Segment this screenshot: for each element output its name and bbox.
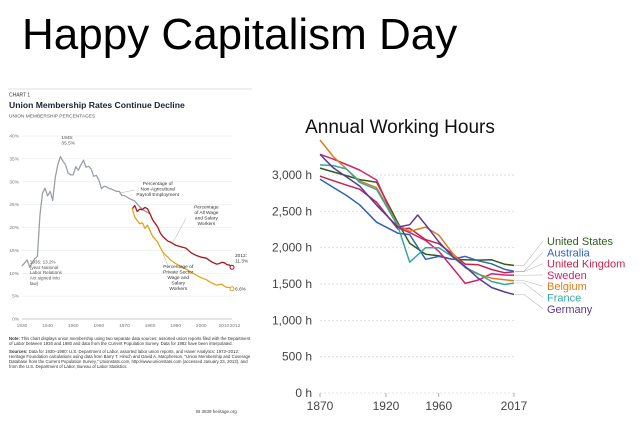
legend-connector — [515, 252, 544, 272]
series-lines — [21, 155, 235, 292]
y-tick-label: 2,500 h — [272, 204, 312, 218]
y-tick-label: 10% — [9, 271, 19, 277]
note-paragraph: Note: This chart displays union membersh… — [9, 336, 251, 347]
y-tick-label: 20% — [9, 225, 19, 231]
working-hours-chart: Annual Working Hours 0 h 500 h 1,000 h 1,50… — [272, 117, 625, 413]
legend-label: United States — [547, 236, 614, 248]
series-line-united-states — [319, 167, 515, 267]
y-tick-labels: 0% 5% 10% 15% 20% 25% 30% 35% 40% — [9, 134, 19, 323]
x-tick-label: 1990 — [170, 323, 181, 329]
endpoint-marker — [229, 286, 235, 292]
x-tick-label: 1960 — [93, 323, 104, 329]
series-label-all: Percentage of All Wage and Salary Workers — [194, 204, 219, 227]
legend-connector — [515, 263, 544, 272]
x-tick-label: 1930 — [17, 323, 28, 329]
x-tick-labels: 1870 1920 1960 2017 — [307, 393, 528, 413]
legend-label: France — [547, 293, 581, 305]
x-tick-label: 2010 — [219, 323, 230, 329]
legend-connector — [515, 240, 544, 266]
x-tick-label: 1970 — [119, 323, 130, 329]
chart-title: Union Membership Rates Continue Decline — [9, 100, 185, 110]
sources-paragraph: Sources: Data for 1930–1980: U.S. Depart… — [9, 349, 251, 370]
y-tick-label: 1,500 h — [272, 277, 312, 291]
annotations: 1945: 35.5% 1935: 13.2% (year National Labor… — [30, 135, 249, 292]
series-line-3 — [131, 208, 233, 290]
y-tick-label: 500 h — [282, 350, 312, 364]
x-tick-label: 2000 — [196, 323, 207, 329]
legend-connector — [515, 282, 544, 298]
leader-line — [119, 189, 135, 194]
series-line-sweden — [319, 153, 515, 285]
leader-line — [172, 218, 187, 243]
peak-annotation: 1945: 35.5% — [61, 135, 75, 147]
series-label-nonag: Percentage of Non-Agricultural Payroll Emp… — [136, 181, 179, 198]
y-tick-label: 1,000 h — [272, 313, 312, 327]
legend-label: Belgium — [547, 281, 587, 293]
series-line-1 — [21, 155, 151, 268]
x-tick-label: 1980 — [145, 323, 156, 329]
x-tick-label: 1920 — [373, 399, 400, 413]
nlra-annotation: 1935: 13.2% (year National Labor Relations… — [30, 260, 63, 286]
sources-label: Sources: — [9, 348, 28, 354]
x-tick-label: 2012 — [230, 323, 241, 329]
legend-connector — [515, 294, 544, 310]
y-tick-label: 40% — [9, 134, 19, 140]
legend-connector — [515, 280, 544, 287]
y-tick-label: 30% — [9, 179, 19, 185]
x-tick-label: 1950 — [68, 323, 79, 329]
y-tick-label: 0% — [12, 317, 20, 323]
legend-label: Germany — [547, 304, 593, 316]
union-membership-chart: CHART 1 Union Membership Rates Continue … — [8, 88, 252, 329]
series-line-australia — [319, 178, 515, 272]
chart-notes: Note: This chart displays union membersh… — [9, 336, 251, 372]
series-line-united-kingdom — [319, 175, 515, 274]
y-tick-label: 25% — [9, 202, 19, 208]
y-tick-label: 2,000 h — [272, 241, 312, 255]
legend-label: Australia — [547, 247, 591, 259]
x-tick-label: 2017 — [501, 399, 528, 413]
series-line-france — [319, 164, 515, 286]
gridlines — [320, 174, 514, 394]
y-tick-label: 3,000 h — [272, 168, 312, 182]
x-tick-label: 1940 — [42, 323, 53, 329]
x-tick-labels: 1930 1940 1950 1960 1970 1980 1990 2000 2010 2012 — [17, 323, 241, 329]
x-tick-label: 1960 — [425, 399, 452, 413]
endpoint-marker — [229, 264, 235, 270]
y-tick-label: 15% — [9, 248, 19, 254]
chart-title: Annual Working Hours — [305, 117, 495, 138]
chart-footer: IB 3839 heritage.org — [196, 409, 237, 414]
series-line-2 — [131, 204, 233, 268]
legend-label: Sweden — [547, 270, 587, 282]
y-tick-label: 0 h — [295, 386, 312, 400]
series-label-private: Percentage of Private Sector Wage and Salar… — [163, 264, 194, 292]
note-label: Note: — [9, 336, 20, 341]
slide-title: Happy Capitalism Day — [22, 10, 458, 59]
note-text: This chart displays union membership usi… — [9, 336, 251, 347]
y-tick-labels: 0 h 500 h 1,000 h 1,500 h 2,000 h 2,500 h 3,00… — [272, 168, 312, 400]
y-tick-label: 5% — [12, 294, 20, 300]
y-tick-label: 35% — [9, 156, 19, 162]
leader-line — [162, 253, 169, 267]
legend-label: United Kingdom — [547, 259, 625, 271]
series-lines — [319, 139, 515, 296]
sources-text: Data for 1930–1980: U.S. Department of L… — [9, 348, 251, 370]
endpoint-annotation-yellow: 6.6% — [235, 286, 247, 292]
series-line-germany — [319, 153, 515, 296]
x-tick-label: 1870 — [307, 399, 334, 413]
chart-number-label: CHART 1 — [9, 93, 30, 99]
leader-line — [32, 258, 35, 262]
gridlines — [22, 135, 232, 320]
y-axis-label: UNION MEMBERSHIP PERCENTAGES — [9, 114, 95, 120]
endpoint-annotation-red: 2012: 11.3% — [235, 253, 249, 265]
